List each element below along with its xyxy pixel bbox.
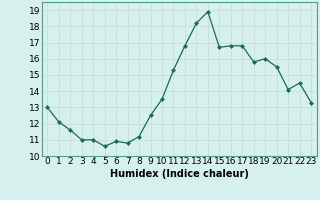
X-axis label: Humidex (Indice chaleur): Humidex (Indice chaleur) xyxy=(110,169,249,179)
